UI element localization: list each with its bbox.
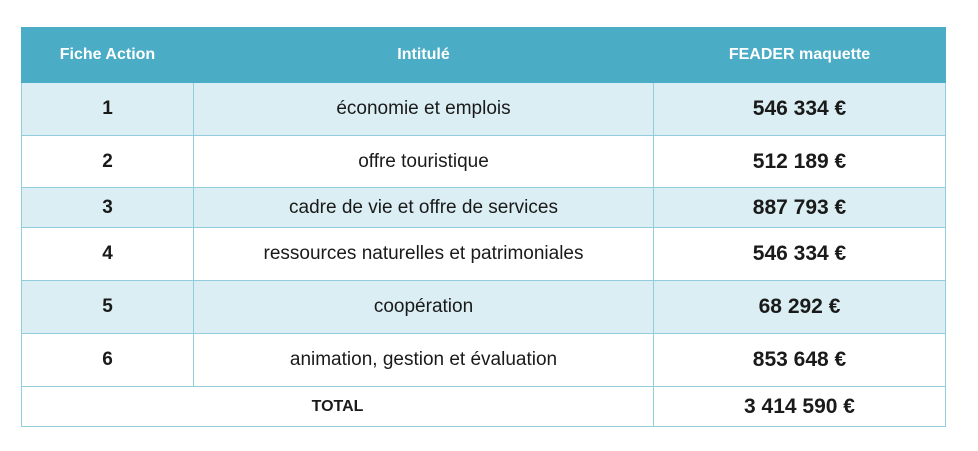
table-row: 1 économie et emplois 546 334 €	[21, 81, 946, 136]
total-amount: 3 414 590 €	[653, 386, 946, 427]
header-feader-maquette: FEADER maquette	[653, 27, 946, 83]
row-number: 2	[21, 135, 194, 188]
total-label: TOTAL	[21, 386, 654, 427]
feader-table: Fiche Action Intitulé FEADER maquette 1 …	[21, 27, 946, 427]
total-row: TOTAL 3 414 590 €	[21, 386, 946, 427]
row-label: ressources naturelles et patrimoniales	[193, 227, 654, 281]
row-number: 5	[21, 280, 194, 334]
row-amount: 853 648 €	[653, 333, 946, 387]
row-number: 3	[21, 187, 194, 228]
row-label: animation, gestion et évaluation	[193, 333, 654, 387]
row-label: coopération	[193, 280, 654, 334]
table-row: 3 cadre de vie et offre de services 887 …	[21, 187, 946, 228]
table-header-row: Fiche Action Intitulé FEADER maquette	[21, 27, 946, 83]
row-amount: 887 793 €	[653, 187, 946, 228]
row-number: 1	[21, 81, 194, 136]
row-amount: 68 292 €	[653, 280, 946, 334]
row-amount: 546 334 €	[653, 227, 946, 281]
row-number: 6	[21, 333, 194, 387]
header-intitule: Intitulé	[193, 27, 654, 83]
row-amount: 546 334 €	[653, 81, 946, 136]
feader-table-container: Fiche Action Intitulé FEADER maquette 1 …	[21, 27, 946, 427]
row-label: cadre de vie et offre de services	[193, 187, 654, 228]
row-label: économie et emplois	[193, 81, 654, 136]
table-row: 4 ressources naturelles et patrimoniales…	[21, 227, 946, 281]
table-row: 2 offre touristique 512 189 €	[21, 135, 946, 188]
row-number: 4	[21, 227, 194, 281]
table-row: 5 coopération 68 292 €	[21, 280, 946, 334]
header-fiche-action: Fiche Action	[21, 27, 194, 83]
table-row: 6 animation, gestion et évaluation 853 6…	[21, 333, 946, 387]
row-label: offre touristique	[193, 135, 654, 188]
row-amount: 512 189 €	[653, 135, 946, 188]
